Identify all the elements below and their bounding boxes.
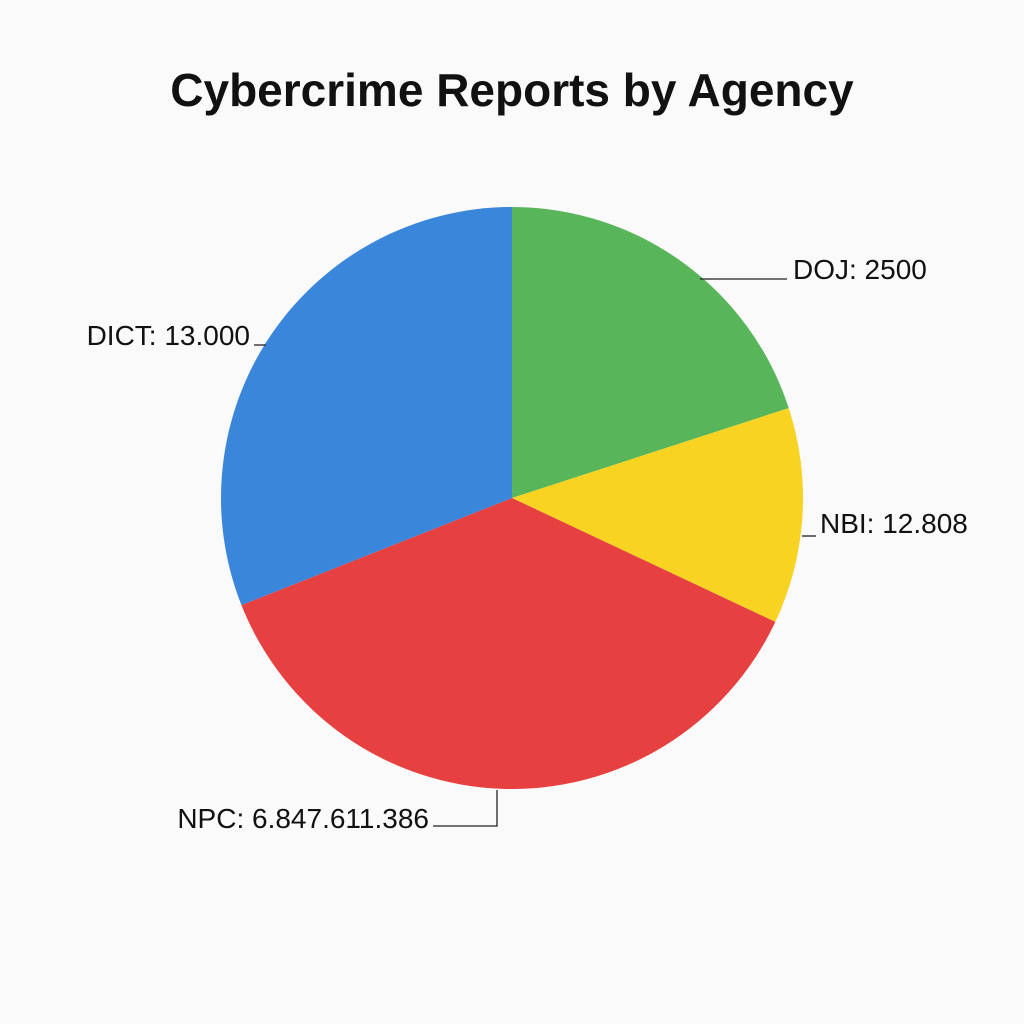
slice-label-dict: DICT: 13.000	[87, 320, 250, 351]
slice-label-nbi: NBI: 12.808	[820, 508, 968, 539]
leader-line-npc	[433, 790, 498, 827]
pie-slices	[221, 207, 803, 789]
pie-slice-npc	[241, 498, 776, 789]
pie-slice-dict	[221, 207, 512, 606]
chart-title: Cybercrime Reports by Agency	[170, 64, 854, 116]
slice-label-doj: DOJ: 2500	[793, 254, 927, 285]
pie-labels: DOJ: 2500 NBI: 12.808 NPC: 6.847.611.386 DI…	[87, 254, 968, 834]
pie-leader-lines	[254, 278, 816, 827]
slice-label-npc: NPC: 6.847.611.386	[177, 803, 429, 834]
pie-slice-nbi	[512, 408, 803, 622]
pie-slice-doj	[512, 207, 789, 498]
